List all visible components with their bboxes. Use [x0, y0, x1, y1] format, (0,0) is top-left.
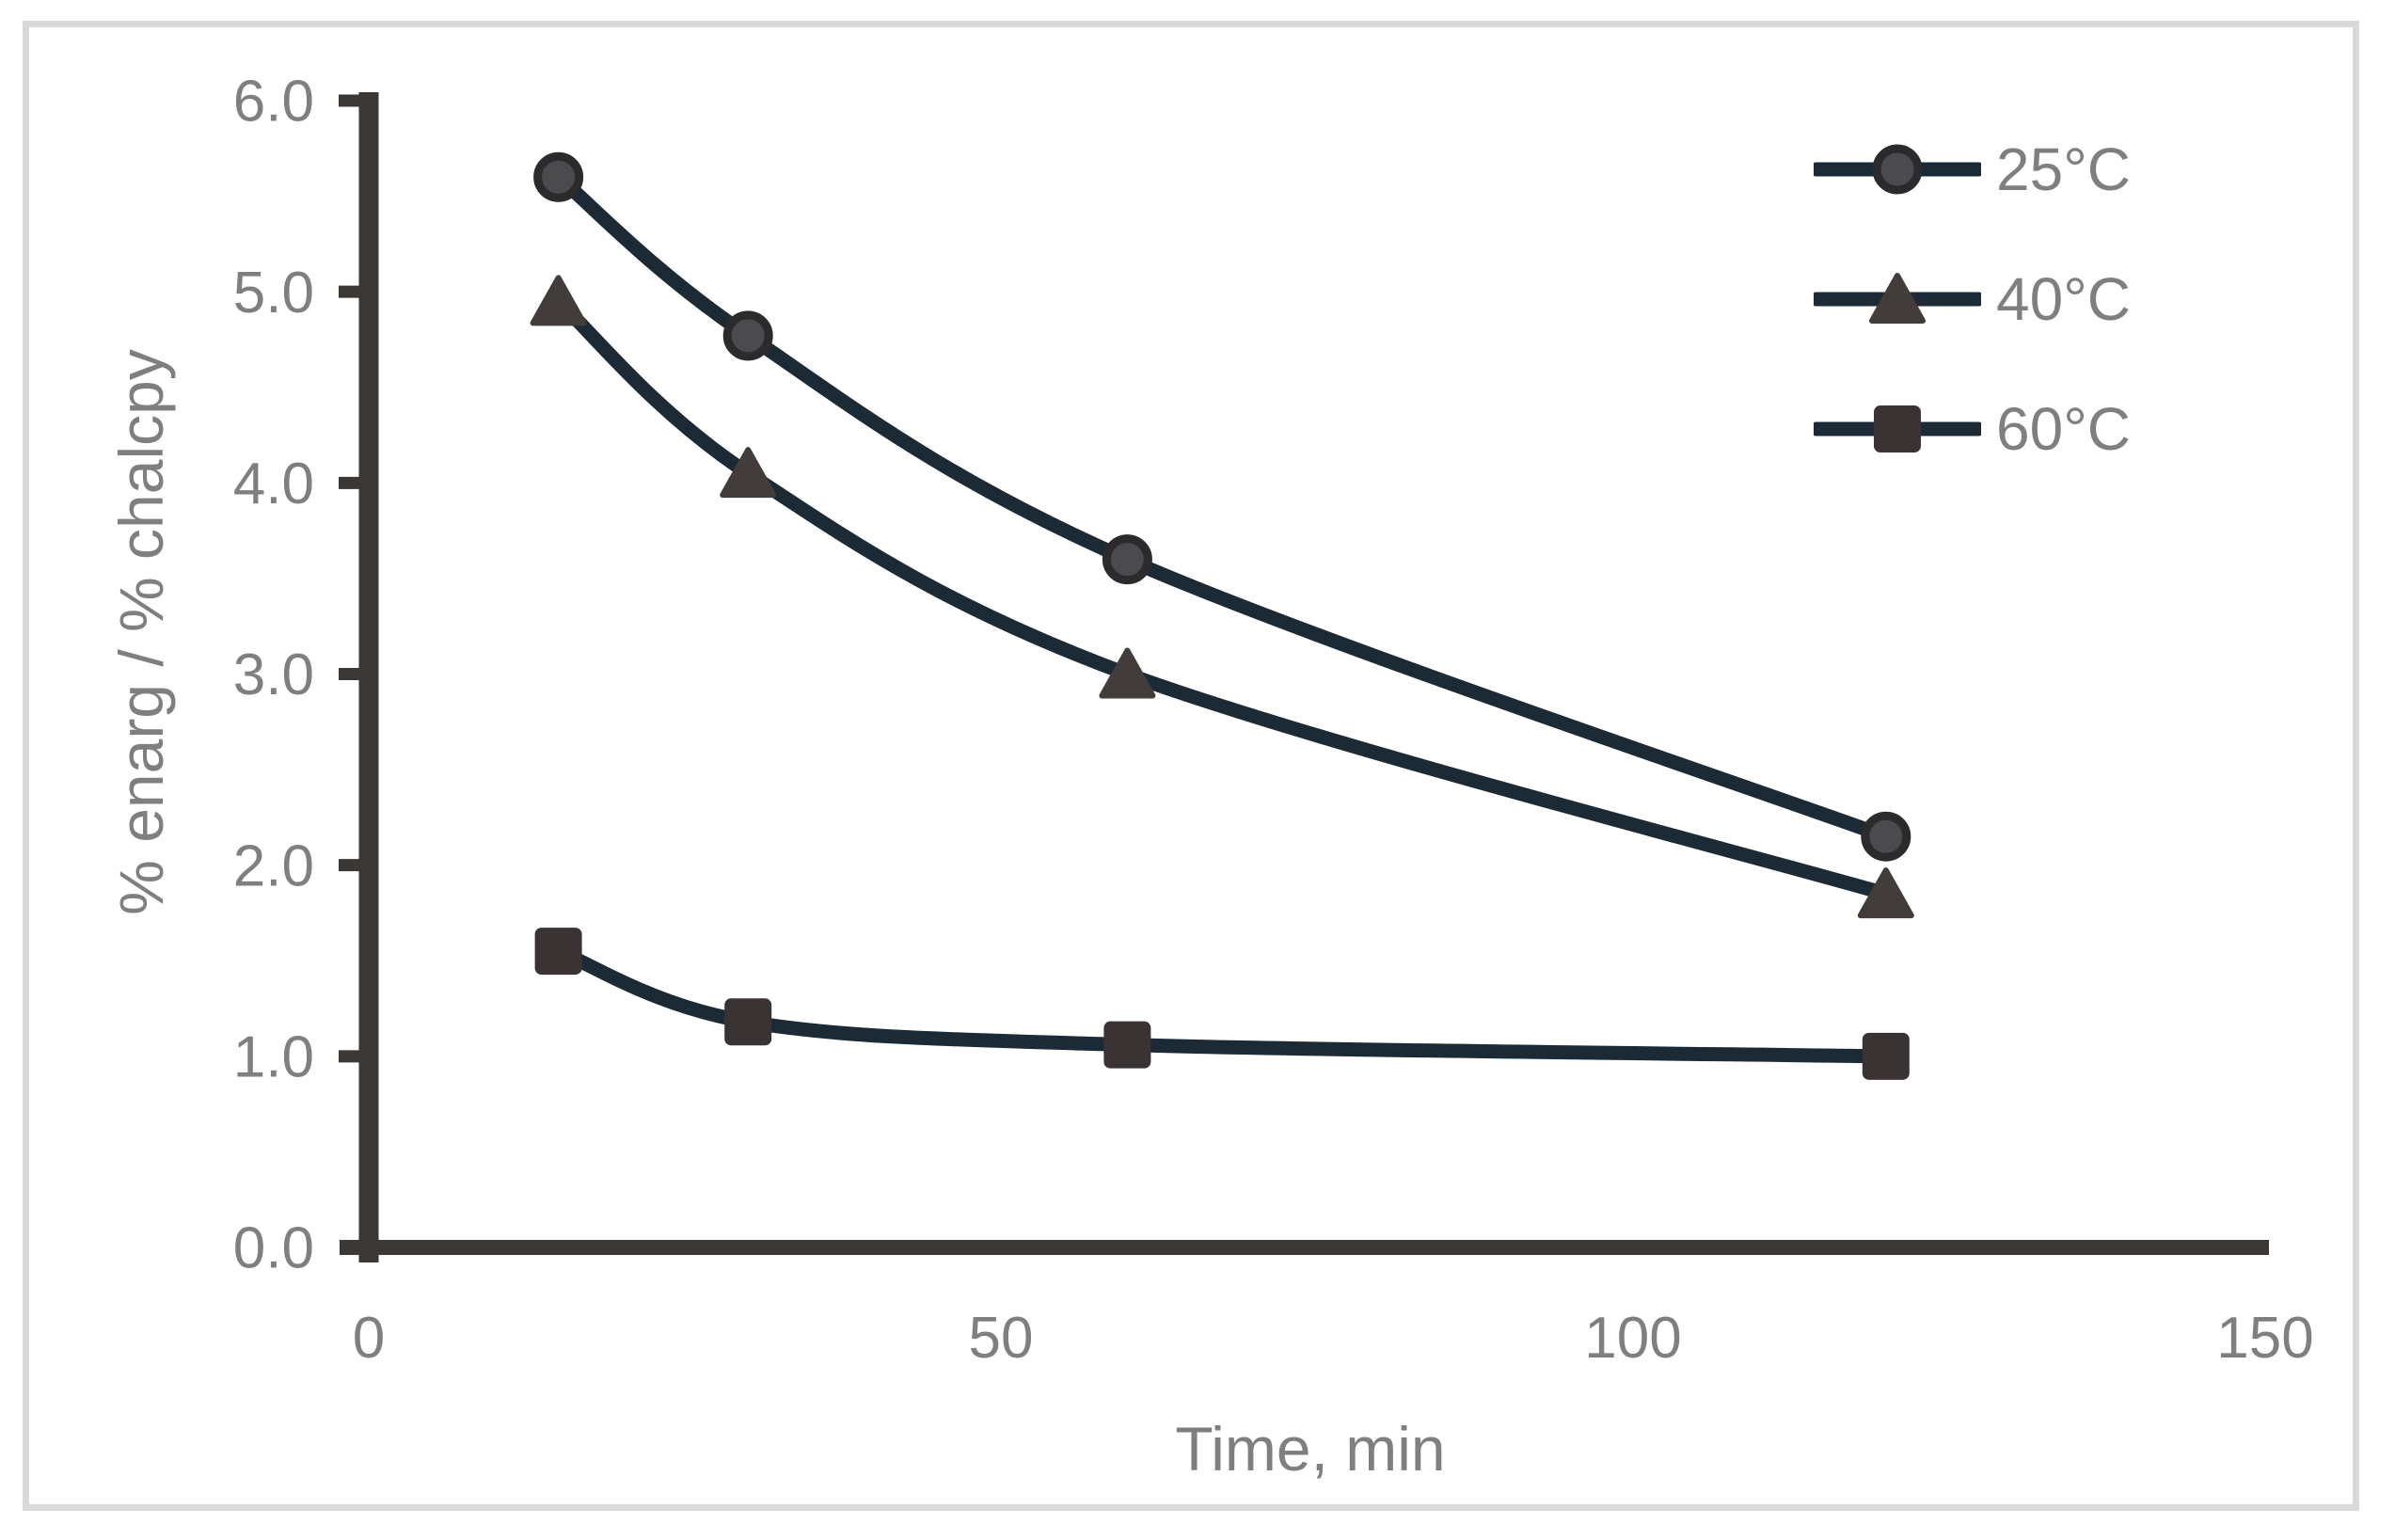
- circle-marker-icon: [722, 310, 773, 361]
- circle-marker-icon: [533, 151, 584, 202]
- circle-marker-icon: [1861, 811, 1911, 862]
- series-line: [551, 169, 1894, 844]
- y-tick-label: 2.0: [233, 834, 314, 898]
- legend-key-graphic: [1814, 405, 1981, 452]
- x-tick-label: 50: [969, 1306, 1034, 1371]
- series-line: [551, 944, 1894, 1064]
- circle-marker-icon: [1102, 534, 1152, 585]
- legend-item-25c: 25°C: [1814, 136, 2131, 202]
- square-marker-icon: [1862, 1032, 1910, 1080]
- y-axis-title: % enarg / % chalcpy: [106, 349, 176, 915]
- square-marker-icon: [534, 928, 582, 976]
- square-marker-icon: [724, 998, 772, 1046]
- x-tick-label: 100: [1584, 1306, 1681, 1371]
- square-marker-icon: [1874, 405, 1921, 452]
- legend-label: 60°C: [1996, 395, 2131, 463]
- triangle-marker-icon: [1869, 273, 1926, 324]
- x-tick-label: 0: [353, 1306, 385, 1371]
- x-axis-title: Time, min: [1175, 1414, 1446, 1484]
- legend-label: 25°C: [1996, 135, 2131, 203]
- legend-key-graphic: [1814, 144, 1981, 195]
- series-line: [551, 294, 1894, 901]
- legend-item-60c: 60°C: [1814, 396, 2131, 462]
- series-60c: [534, 928, 1910, 1080]
- series-40c: [530, 275, 1914, 919]
- legend-label: 40°C: [1996, 265, 2131, 333]
- y-tick-label: 4.0: [233, 452, 314, 516]
- square-marker-icon: [1103, 1021, 1151, 1069]
- legend-item-40c: 40°C: [1814, 266, 2131, 332]
- triangle-marker-icon: [530, 275, 587, 326]
- legend-key-graphic: [1814, 273, 1981, 324]
- y-tick-label: 5.0: [233, 261, 314, 325]
- triangle-marker-icon: [720, 447, 777, 499]
- y-tick-label: 3.0: [233, 643, 314, 707]
- circle-marker-icon: [1872, 144, 1923, 195]
- triangle-marker-icon: [1099, 647, 1156, 699]
- legend: 25°C 40°C 60°C: [1814, 136, 2131, 462]
- y-tick-label: 6.0: [233, 70, 314, 135]
- y-tick-label: 0.0: [233, 1216, 314, 1281]
- series-25c: [533, 151, 1911, 862]
- x-tick-label: 150: [2216, 1306, 2313, 1371]
- y-tick-label: 1.0: [233, 1025, 314, 1090]
- triangle-marker-icon: [1857, 867, 1914, 919]
